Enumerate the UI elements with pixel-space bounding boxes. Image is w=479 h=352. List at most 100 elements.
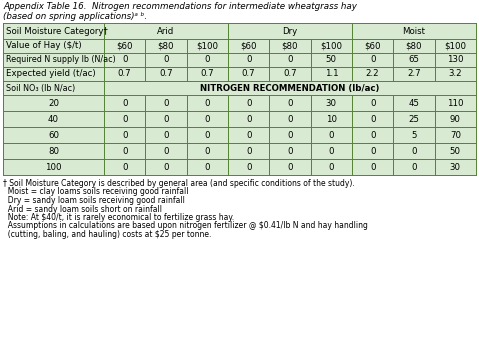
- Text: 0: 0: [287, 146, 293, 156]
- Text: 0: 0: [329, 146, 334, 156]
- Text: 45: 45: [409, 99, 420, 107]
- Text: 65: 65: [409, 56, 420, 64]
- Text: 0: 0: [246, 99, 251, 107]
- Text: 50: 50: [326, 56, 337, 64]
- Text: 30: 30: [450, 163, 461, 171]
- Text: 0: 0: [122, 114, 127, 124]
- Text: 0.7: 0.7: [201, 69, 214, 78]
- Text: 0: 0: [370, 146, 376, 156]
- Text: $80: $80: [406, 42, 422, 50]
- Text: $100: $100: [320, 42, 342, 50]
- Text: 0: 0: [287, 114, 293, 124]
- Text: 130: 130: [447, 56, 464, 64]
- Text: 0: 0: [246, 163, 251, 171]
- Text: Soil Moisture Category†: Soil Moisture Category†: [6, 26, 108, 36]
- Text: 20: 20: [48, 99, 59, 107]
- Text: 0: 0: [163, 163, 169, 171]
- Text: 0: 0: [370, 163, 376, 171]
- Text: 0: 0: [246, 146, 251, 156]
- Text: 30: 30: [326, 99, 337, 107]
- Text: 0: 0: [163, 146, 169, 156]
- Bar: [3, 23, 476, 39]
- Text: 0: 0: [370, 56, 376, 64]
- Text: 0: 0: [287, 163, 293, 171]
- Text: 0: 0: [370, 131, 376, 139]
- Text: 0: 0: [205, 131, 210, 139]
- Text: $60: $60: [365, 42, 381, 50]
- Text: 0: 0: [163, 114, 169, 124]
- Text: NITROGEN RECOMMENDATION (lb/ac): NITROGEN RECOMMENDATION (lb/ac): [200, 83, 380, 93]
- Text: $80: $80: [158, 42, 174, 50]
- Text: 0: 0: [370, 99, 376, 107]
- Text: 2.7: 2.7: [407, 69, 421, 78]
- Text: 0: 0: [122, 99, 127, 107]
- Text: 0: 0: [205, 114, 210, 124]
- Text: 110: 110: [447, 99, 464, 107]
- Text: 0.7: 0.7: [242, 69, 255, 78]
- Bar: [3, 143, 476, 159]
- Text: 0: 0: [246, 56, 251, 64]
- Text: 2.2: 2.2: [366, 69, 379, 78]
- Text: 0: 0: [205, 146, 210, 156]
- Text: Assumptions in calculations are based upon nitrogen fertilizer @ $0.41/lb N and : Assumptions in calculations are based up…: [3, 221, 368, 231]
- Text: Required N supply lb (N/ac): Required N supply lb (N/ac): [6, 56, 116, 64]
- Text: † Soil Moisture Category is described by general area (and specific conditions o: † Soil Moisture Category is described by…: [3, 179, 355, 188]
- Text: 0: 0: [411, 163, 417, 171]
- Text: $60: $60: [240, 42, 257, 50]
- Text: 0: 0: [205, 56, 210, 64]
- Text: 0: 0: [163, 131, 169, 139]
- Text: 3.2: 3.2: [448, 69, 462, 78]
- Text: 5: 5: [411, 131, 417, 139]
- Text: Dry: Dry: [283, 26, 297, 36]
- Text: 70: 70: [450, 131, 461, 139]
- Text: Moist = clay loams soils receiving good rainfall: Moist = clay loams soils receiving good …: [3, 188, 189, 196]
- Text: 10: 10: [326, 114, 337, 124]
- Text: 0: 0: [287, 56, 293, 64]
- Text: 80: 80: [48, 146, 59, 156]
- Text: 0.7: 0.7: [118, 69, 131, 78]
- Text: Dry = sandy loam soils receiving good rainfall: Dry = sandy loam soils receiving good ra…: [3, 196, 185, 205]
- Text: 0: 0: [205, 99, 210, 107]
- Text: $60: $60: [116, 42, 133, 50]
- Text: 40: 40: [48, 114, 59, 124]
- Text: 0: 0: [287, 131, 293, 139]
- Text: Value of Hay ($/t): Value of Hay ($/t): [6, 42, 81, 50]
- Text: Appendix Table 16.  Nitrogen recommendations for intermediate wheatgrass hay: Appendix Table 16. Nitrogen recommendati…: [3, 2, 357, 11]
- Text: (based on spring applications)ᵃ ᵇ.: (based on spring applications)ᵃ ᵇ.: [3, 12, 147, 21]
- Text: 0: 0: [205, 163, 210, 171]
- Text: Note: At $40/t, it is rarely economical to fertilize grass hay.: Note: At $40/t, it is rarely economical …: [3, 213, 234, 222]
- Text: Arid = sandy loam soils short on rainfall: Arid = sandy loam soils short on rainfal…: [3, 205, 162, 214]
- Text: 0: 0: [329, 131, 334, 139]
- Text: $100: $100: [445, 42, 467, 50]
- Bar: [3, 127, 476, 143]
- Text: 0.7: 0.7: [159, 69, 173, 78]
- Text: (cutting, baling, and hauling) costs at $25 per tonne.: (cutting, baling, and hauling) costs at …: [3, 230, 211, 239]
- Text: 0: 0: [122, 163, 127, 171]
- Text: Soil NO₃ (lb N/ac): Soil NO₃ (lb N/ac): [6, 83, 75, 93]
- Text: 1.1: 1.1: [324, 69, 338, 78]
- Bar: [3, 39, 476, 53]
- Text: 25: 25: [409, 114, 420, 124]
- Text: 0: 0: [246, 114, 251, 124]
- Text: 50: 50: [450, 146, 461, 156]
- Text: 0: 0: [411, 146, 417, 156]
- Text: 0: 0: [122, 56, 127, 64]
- Bar: [3, 67, 476, 81]
- Text: $100: $100: [196, 42, 218, 50]
- Text: 0: 0: [329, 163, 334, 171]
- Text: Expected yield (t/ac): Expected yield (t/ac): [6, 69, 96, 78]
- Text: 0: 0: [246, 131, 251, 139]
- Text: 0: 0: [370, 114, 376, 124]
- Bar: [3, 53, 476, 67]
- Text: Arid: Arid: [158, 26, 175, 36]
- Text: $80: $80: [282, 42, 298, 50]
- Text: 0: 0: [122, 131, 127, 139]
- Text: 100: 100: [45, 163, 62, 171]
- Text: 90: 90: [450, 114, 461, 124]
- Bar: [3, 159, 476, 175]
- Text: 0.7: 0.7: [283, 69, 297, 78]
- Text: 0: 0: [287, 99, 293, 107]
- Text: Moist: Moist: [402, 26, 425, 36]
- Bar: [3, 111, 476, 127]
- Text: 0: 0: [163, 99, 169, 107]
